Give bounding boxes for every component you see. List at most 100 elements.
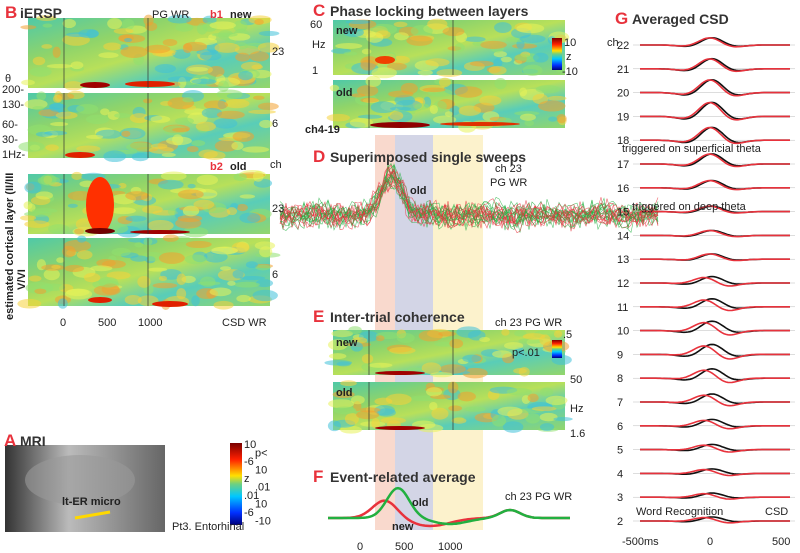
heat-blob [48,224,70,234]
heat-blob [177,189,204,200]
sig: p<.01 [512,347,540,359]
heat-blob [258,30,280,36]
sweep [279,172,659,228]
heat-blob [111,207,136,215]
heat-blob [152,282,178,289]
cbar-label: .01 [244,490,259,502]
heat-blob [126,142,154,152]
channel: 17 [617,159,629,171]
heat-blob [211,32,238,37]
heat-blob [332,390,355,399]
csd-trace [640,179,790,191]
note: triggered on superficial theta [622,143,762,155]
heat-blob [93,285,121,296]
heat-blob [85,134,104,139]
heat-blob [516,23,545,34]
panel-title: MRI [20,433,46,449]
heat-blob [396,332,415,343]
channel: ch 23 PG WR [505,491,572,503]
heat-blob [335,42,363,49]
channel: 23 [272,203,284,215]
heat-blob [106,271,131,280]
note: triggered on deep theta [632,201,747,213]
heat-blob [238,70,253,81]
heat-blob [75,218,93,231]
heat-blob [504,342,524,350]
channel: 23 [272,46,284,58]
heat-blob [348,326,362,335]
heat-blob [356,85,379,97]
panel-title: Event-related average [330,469,476,485]
site: lt-ER micro [62,496,121,508]
heat-blob [438,77,451,88]
heat-blob [462,367,488,379]
heat-blob [195,121,216,132]
channel: 7 [617,397,623,409]
heat-blob [167,76,195,82]
label: new [230,9,252,21]
heat-blob [96,258,116,268]
heat-blob [210,246,238,255]
heat-blob [385,393,412,406]
heat-hot [375,56,395,64]
heat-blob [233,173,247,182]
heat-blob [158,275,168,281]
heat-blob [231,141,244,151]
label: old [336,387,353,399]
heat-blob [422,87,446,93]
heat-blob [427,18,448,30]
heat-hot [85,228,115,234]
heat-blob [125,191,149,201]
heat-hot [375,371,425,375]
heat-blob [425,58,450,67]
heat-blob [245,261,258,269]
caption: Pt3. Entorhinal [172,521,244,533]
heat-blob [74,228,85,235]
heat-blob [125,215,147,222]
heat-blob [209,21,236,30]
heat-blob [150,115,171,123]
panel-letter: D [313,147,325,166]
heat-blob [248,109,277,115]
heat-blob [43,268,60,281]
csd-trace [640,79,790,97]
channel: 21 [617,64,629,76]
heat-blob [257,102,279,111]
heat-blob [76,145,101,153]
csd-trace [640,101,790,121]
heat-blob [531,406,557,412]
heat-blob [547,95,567,101]
heat-blob [328,399,355,409]
csd-trace [640,321,790,336]
heat-blob [374,405,395,416]
channel: 19 [617,111,629,123]
heat-blob [134,242,144,248]
heat-blob [137,276,151,288]
heat-blob [359,407,381,413]
channel: 4 [617,468,623,480]
heat-blob [98,276,119,288]
channel: 12 [617,278,629,290]
heat-blob [154,63,176,74]
channel-label: ch [607,37,619,49]
heat-blob [539,423,555,432]
heat-hot [375,426,425,430]
cbar-label: 10 [255,499,267,511]
heat-blob [63,239,91,252]
heat-blob [188,66,208,72]
heat-blob [224,98,250,109]
label: old [412,497,429,509]
heat-blob [464,36,486,42]
heat-blob [98,52,119,59]
heat-blob [492,350,512,358]
heat-blob [131,152,149,162]
x-tick-label: 500 [98,317,116,329]
heat-blob [239,212,261,224]
csd-trace [640,369,790,384]
heat-blob [239,275,266,281]
heat-blob [343,51,358,56]
heat-blob [368,362,393,368]
heat-blob [410,25,433,37]
x-tick-label: -500ms [622,536,659,548]
tick: 50 [570,374,582,386]
